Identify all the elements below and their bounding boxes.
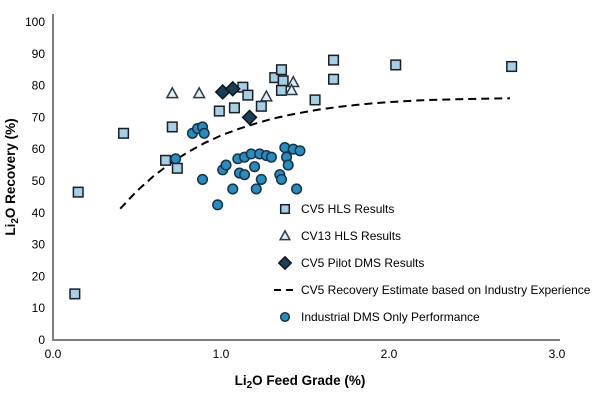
x-tick-label: 3.0 <box>549 347 566 361</box>
legend-label: CV5 HLS Results <box>301 201 395 216</box>
y-tick-label: 50 <box>32 174 46 188</box>
legend-item: CV5 Pilot DMS Results <box>274 249 590 276</box>
data-point-circle <box>282 159 294 171</box>
legend-label: CV5 Pilot DMS Results <box>301 255 425 270</box>
legend-label: CV13 HLS Results <box>301 228 402 243</box>
series-triangle <box>165 75 300 102</box>
data-point-circle <box>275 173 288 185</box>
y-tick-label: 40 <box>32 206 46 220</box>
data-point-square <box>275 84 288 96</box>
data-point-circle <box>212 199 224 211</box>
data-point-square <box>328 73 340 85</box>
data-point-triangle <box>284 83 299 96</box>
data-point-square <box>275 64 288 76</box>
data-point-square <box>228 102 240 114</box>
data-point-circle <box>294 145 306 157</box>
x-axis-title: Li2O Feed Grade (%) <box>235 373 366 391</box>
data-point-circle <box>255 173 267 185</box>
data-point-square <box>277 75 289 87</box>
data-point-circle <box>249 161 261 173</box>
data-point-triangle <box>259 89 274 102</box>
legend-item: CV5 Recovery Estimate based on Industry … <box>274 276 590 303</box>
data-point-triangle <box>192 86 206 99</box>
estimate-curve <box>119 97 511 210</box>
data-point-square <box>255 100 267 112</box>
legend-marker-square <box>279 203 291 214</box>
y-tick-label: 0 <box>38 333 45 347</box>
y-tick-label: 60 <box>32 142 46 156</box>
data-point-circle <box>265 151 277 163</box>
data-point-circle <box>198 127 210 139</box>
legend-marker-triangle <box>278 228 292 240</box>
data-point-diamond <box>241 109 258 126</box>
data-point-circle <box>170 153 182 165</box>
legend-item: CV5 HLS Results <box>274 195 590 222</box>
legend: CV5 HLS Results CV13 HLS Results CV5 Pilot… <box>274 195 590 330</box>
y-tick-label: 100 <box>25 15 45 29</box>
data-point-circle <box>227 183 239 195</box>
y-tick-label: 80 <box>32 79 46 93</box>
data-point-square <box>279 203 291 214</box>
data-point-square <box>166 121 178 133</box>
legend-marker-dashed-line <box>274 288 296 291</box>
data-point-diamond <box>277 255 293 270</box>
legend-label: Industrial DMS Only Performance <box>301 309 480 324</box>
y-tick-label: 70 <box>32 110 46 124</box>
data-point-circle <box>250 183 262 195</box>
x-tick-label: 2.0 <box>381 347 398 361</box>
legend-marker-diamond <box>277 255 293 270</box>
x-tick-label: 1.0 <box>213 347 230 361</box>
data-point-diamond <box>224 80 241 97</box>
series-diamond <box>214 80 258 126</box>
legend-item: CV13 HLS Results <box>274 222 590 249</box>
data-point-circle <box>220 159 232 171</box>
y-tick-label: 90 <box>32 47 46 61</box>
y-tick-label: 20 <box>32 269 46 283</box>
data-point-square <box>309 94 321 106</box>
legend-item: Industrial DMS Only Performance <box>274 303 590 330</box>
data-point-square <box>160 154 172 166</box>
y-tick-label: 30 <box>32 238 46 252</box>
data-point-square <box>328 54 340 66</box>
data-point-circle <box>279 311 291 322</box>
series-circle <box>170 121 306 211</box>
data-point-triangle <box>286 75 300 88</box>
data-point-square <box>72 186 84 198</box>
data-point-circle <box>291 183 303 195</box>
y-tick-label: 10 <box>32 301 46 315</box>
legend-marker-circle <box>279 311 291 322</box>
data-point-square <box>242 89 254 101</box>
data-point-square <box>506 60 518 73</box>
data-point-square <box>118 127 130 139</box>
data-point-square <box>171 162 183 174</box>
data-point-triangle <box>165 86 179 99</box>
data-point-square <box>213 105 225 117</box>
data-point-circle <box>238 169 251 181</box>
data-point-square <box>69 288 81 300</box>
data-point-square <box>390 59 402 71</box>
legend-label: CV5 Recovery Estimate based on Industry … <box>301 282 591 297</box>
y-axis-title: Li2O Recovery (%) <box>3 118 21 235</box>
series-square <box>69 54 518 300</box>
data-point-circle <box>196 173 209 185</box>
x-tick-label: 0.0 <box>45 347 62 361</box>
data-point-triangle <box>278 228 292 240</box>
